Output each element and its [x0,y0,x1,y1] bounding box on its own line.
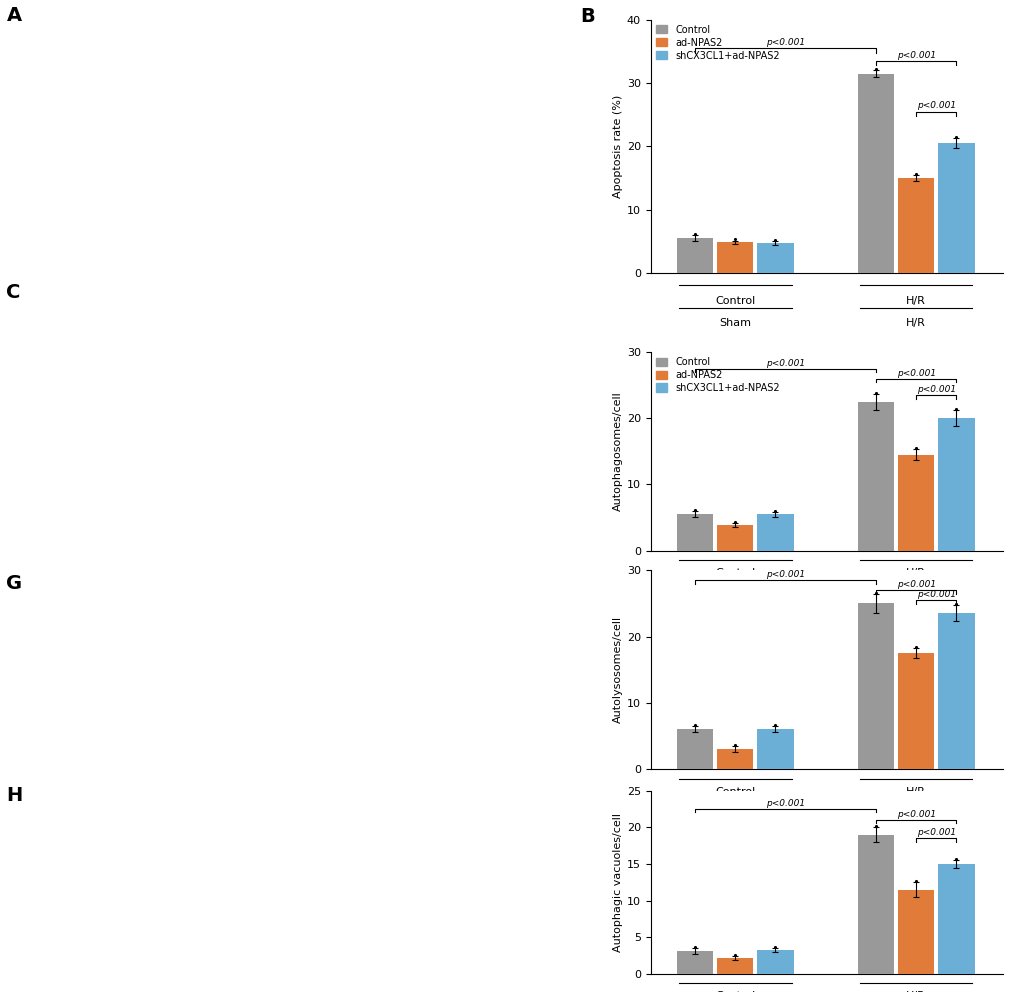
Text: Control: Control [714,991,755,992]
Bar [756,729,793,769]
Bar [857,834,894,974]
Text: A: A [6,6,21,25]
Text: p<0.001: p<0.001 [765,359,804,368]
Text: p<0.001: p<0.001 [916,385,955,394]
Text: G: G [6,574,22,593]
Bar [937,419,973,551]
Bar [677,238,712,273]
Text: p<0.001: p<0.001 [765,38,804,47]
Text: H/R: H/R [905,318,925,328]
Bar [897,890,933,974]
Text: H/R: H/R [905,787,925,797]
Bar [897,454,933,551]
Text: p<0.001: p<0.001 [916,828,955,837]
Bar [857,73,894,273]
Text: p<0.001: p<0.001 [896,369,934,378]
Bar [677,514,712,551]
Text: Control: Control [714,296,755,306]
Bar [937,864,973,974]
Text: p<0.001: p<0.001 [896,51,934,60]
Bar [677,729,712,769]
Text: p<0.001: p<0.001 [765,570,804,579]
Bar [716,749,753,769]
Text: p<0.001: p<0.001 [896,810,934,819]
Bar [937,613,973,769]
Text: p<0.001: p<0.001 [916,101,955,110]
Text: Sham: Sham [718,318,750,328]
Y-axis label: Autolysosomes/cell: Autolysosomes/cell [612,616,623,723]
Bar [716,958,753,974]
Text: Control: Control [714,787,755,797]
Text: p<0.001: p<0.001 [916,590,955,599]
Text: B: B [580,7,594,26]
Bar [677,950,712,974]
Text: Control: Control [714,568,755,578]
Legend: Control, ad-NPAS2, shCX3CL1+ad-NPAS2: Control, ad-NPAS2, shCX3CL1+ad-NPAS2 [655,25,779,61]
Bar [857,603,894,769]
Bar [857,402,894,551]
Bar [897,178,933,273]
Text: p<0.001: p<0.001 [765,800,804,808]
Text: p<0.001: p<0.001 [896,580,934,589]
Y-axis label: Autophagosomes/cell: Autophagosomes/cell [612,392,623,511]
Bar [756,950,793,974]
Y-axis label: Autophagic vacuoles/cell: Autophagic vacuoles/cell [612,812,623,952]
Text: C: C [6,283,20,302]
Bar [937,143,973,273]
Bar [756,514,793,551]
Bar [897,653,933,769]
Legend: Control, ad-NPAS2, shCX3CL1+ad-NPAS2: Control, ad-NPAS2, shCX3CL1+ad-NPAS2 [655,357,779,393]
Text: H/R: H/R [905,296,925,306]
Text: H/R: H/R [905,991,925,992]
Text: H/R: H/R [905,568,925,578]
Y-axis label: Apoptosis rate (%): Apoptosis rate (%) [612,94,623,198]
Bar [756,243,793,273]
Bar [716,242,753,273]
Text: H: H [6,786,22,805]
Bar [716,526,753,551]
